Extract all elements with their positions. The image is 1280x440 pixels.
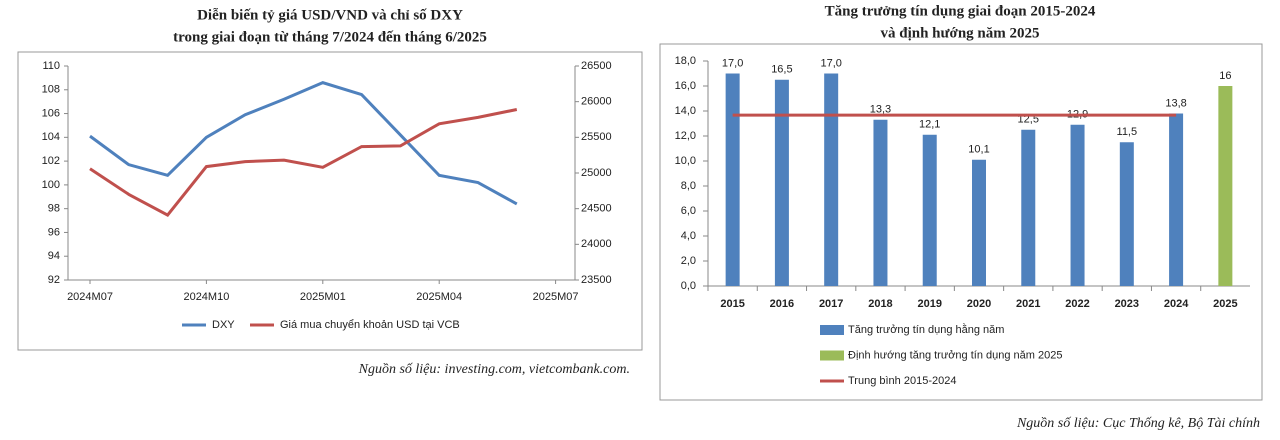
y2-tick-label: 26500 <box>581 60 612 72</box>
chart-subtitle: trong giai đoạn từ tháng 7/2024 đến thán… <box>173 29 487 45</box>
x-tick-label: 2025M04 <box>416 291 462 303</box>
x-tick-label: 2025M07 <box>533 291 579 303</box>
x-tick-label: 2024M10 <box>183 291 229 303</box>
source: Nguồn số liệu: Cục Thống kê, Bộ Tài chín… <box>1016 416 1260 431</box>
line <box>89 108 518 217</box>
data-label: 12,5 <box>1018 114 1039 126</box>
y-tick-label: 14,0 <box>675 105 696 117</box>
data-label: 13,8 <box>1165 97 1186 109</box>
x-tick-label: 2020 <box>967 298 991 310</box>
y2-tick-label: 24500 <box>581 203 612 215</box>
y-tick-label: 100 <box>42 179 60 191</box>
chart-subtitle: và định hướng năm 2025 <box>880 25 1039 41</box>
data-label: 17,0 <box>722 57 743 69</box>
source: Nguồn số liệu: investing.com, vietcomban… <box>358 362 630 377</box>
y2-tick-label: 25500 <box>581 131 612 143</box>
bar <box>972 159 986 286</box>
bar <box>1119 142 1134 286</box>
y-tick-label: 4,0 <box>681 230 696 242</box>
x-tick-label: 2024M07 <box>67 291 113 303</box>
data-label: 16,5 <box>771 64 792 76</box>
y-tick-label: 96 <box>48 226 60 238</box>
chart-title: Tăng trưởng tín dụng giai đoạn 2015-2024 <box>825 3 1096 19</box>
y-tick-label: 110 <box>42 60 60 72</box>
bar <box>1169 113 1184 286</box>
y-tick-label: 10,0 <box>675 155 696 167</box>
line <box>89 81 518 206</box>
right-frame <box>659 43 1263 401</box>
bar <box>725 73 740 286</box>
y-tick-label: 8,0 <box>681 180 696 192</box>
y2-tick-label: 24000 <box>581 238 612 250</box>
y-tick-label: 102 <box>42 155 60 167</box>
legend-swatch <box>820 350 844 361</box>
x-tick-label: 2015 <box>720 298 744 310</box>
chart-title: Diễn biến tỷ giá USD/VND và chỉ số DXY <box>197 7 463 23</box>
x-tick-label: 2025M01 <box>300 291 346 303</box>
bar <box>774 79 789 286</box>
x-tick-label: 2019 <box>917 298 941 310</box>
data-label: 10,1 <box>968 144 989 156</box>
y-tick-label: 94 <box>48 250 60 262</box>
x-tick-label: 2023 <box>1115 298 1139 310</box>
bar <box>1070 124 1085 286</box>
y-tick-label: 98 <box>48 203 60 215</box>
x-tick-label: 2025 <box>1213 298 1237 310</box>
x-tick-label: 2018 <box>868 298 892 310</box>
bar <box>1021 129 1036 286</box>
y2-tick-label: 23500 <box>581 274 612 286</box>
bar <box>1218 86 1233 286</box>
y-tick-label: 2,0 <box>681 255 696 267</box>
data-label: 16 <box>1219 70 1231 82</box>
legend-label: Tăng trưởng tín dụng hằng năm <box>848 323 1004 336</box>
y-tick-label: 108 <box>42 84 60 96</box>
legend-swatch <box>820 325 844 335</box>
bar <box>922 134 937 286</box>
x-tick-label: 2024 <box>1164 298 1189 310</box>
data-label: 11,5 <box>1117 126 1138 138</box>
y-tick-label: 16,0 <box>675 80 696 92</box>
x-tick-label: 2016 <box>770 298 794 310</box>
x-tick-label: 2017 <box>819 298 843 310</box>
y2-tick-label: 25000 <box>581 167 612 179</box>
data-label: 13,3 <box>870 104 891 116</box>
data-label: 12,1 <box>919 119 940 131</box>
y-tick-label: 18,0 <box>675 55 696 67</box>
x-tick-label: 2022 <box>1065 298 1089 310</box>
legend-label: Định hướng tăng trưởng tín dụng năm 2025 <box>848 349 1062 361</box>
data-label: 17,0 <box>820 57 841 69</box>
y-tick-label: 6,0 <box>681 205 696 217</box>
y-tick-label: 106 <box>42 107 60 119</box>
left-frame <box>17 51 643 351</box>
x-tick-label: 2021 <box>1016 298 1040 310</box>
bar <box>824 73 839 286</box>
y-tick-label: 104 <box>42 131 60 143</box>
y-tick-label: 12,0 <box>675 130 696 142</box>
y2-tick-label: 26000 <box>581 96 612 108</box>
legend-label: DXY <box>212 319 235 331</box>
bar <box>873 119 888 286</box>
legend-label: Giá mua chuyển khoản USD tại VCB <box>280 319 460 331</box>
y-tick-label: 92 <box>48 274 60 286</box>
y-tick-label: 0,0 <box>681 280 696 292</box>
legend-label: Trung bình 2015-2024 <box>848 375 956 387</box>
